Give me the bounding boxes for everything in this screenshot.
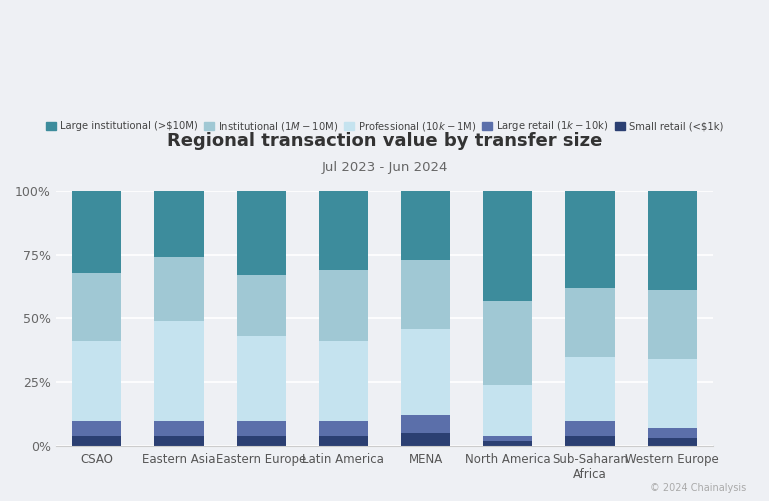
Bar <box>319 191 368 270</box>
Bar <box>401 191 451 260</box>
Bar <box>647 291 697 359</box>
Bar <box>237 420 286 436</box>
Bar <box>237 275 286 336</box>
Bar <box>647 428 697 438</box>
Bar <box>237 336 286 420</box>
Bar <box>401 329 451 415</box>
Bar <box>155 191 204 257</box>
Bar <box>72 273 122 341</box>
Bar <box>483 385 532 436</box>
Bar <box>319 436 368 446</box>
Bar <box>237 191 286 275</box>
Text: Jul 2023 - Jun 2024: Jul 2023 - Jun 2024 <box>321 161 448 174</box>
Bar <box>483 441 532 446</box>
Bar <box>483 436 532 441</box>
Title: Regional transaction value by transfer size: Regional transaction value by transfer s… <box>167 132 602 150</box>
Bar <box>565 436 614 446</box>
Bar <box>483 301 532 385</box>
Bar <box>72 436 122 446</box>
Bar <box>565 420 614 436</box>
Bar <box>319 270 368 341</box>
Bar <box>155 420 204 436</box>
Bar <box>647 191 697 291</box>
Bar <box>72 191 122 273</box>
Bar <box>155 321 204 420</box>
Legend: Large institutional (>$10M), Institutional ($1M-$10M), Professional ($10k-$1M), : Large institutional (>$10M), Institution… <box>46 119 723 133</box>
Bar <box>319 341 368 420</box>
Bar <box>483 191 532 301</box>
Bar <box>401 260 451 329</box>
Bar <box>401 415 451 433</box>
Bar <box>155 257 204 321</box>
Bar <box>401 433 451 446</box>
Bar <box>72 341 122 420</box>
Bar <box>647 438 697 446</box>
Bar <box>565 357 614 420</box>
Bar <box>237 436 286 446</box>
Bar <box>155 436 204 446</box>
Text: © 2024 Chainalysis: © 2024 Chainalysis <box>650 483 746 493</box>
Bar <box>72 420 122 436</box>
Bar <box>565 288 614 357</box>
Bar <box>319 420 368 436</box>
Bar <box>565 191 614 288</box>
Bar <box>647 359 697 428</box>
